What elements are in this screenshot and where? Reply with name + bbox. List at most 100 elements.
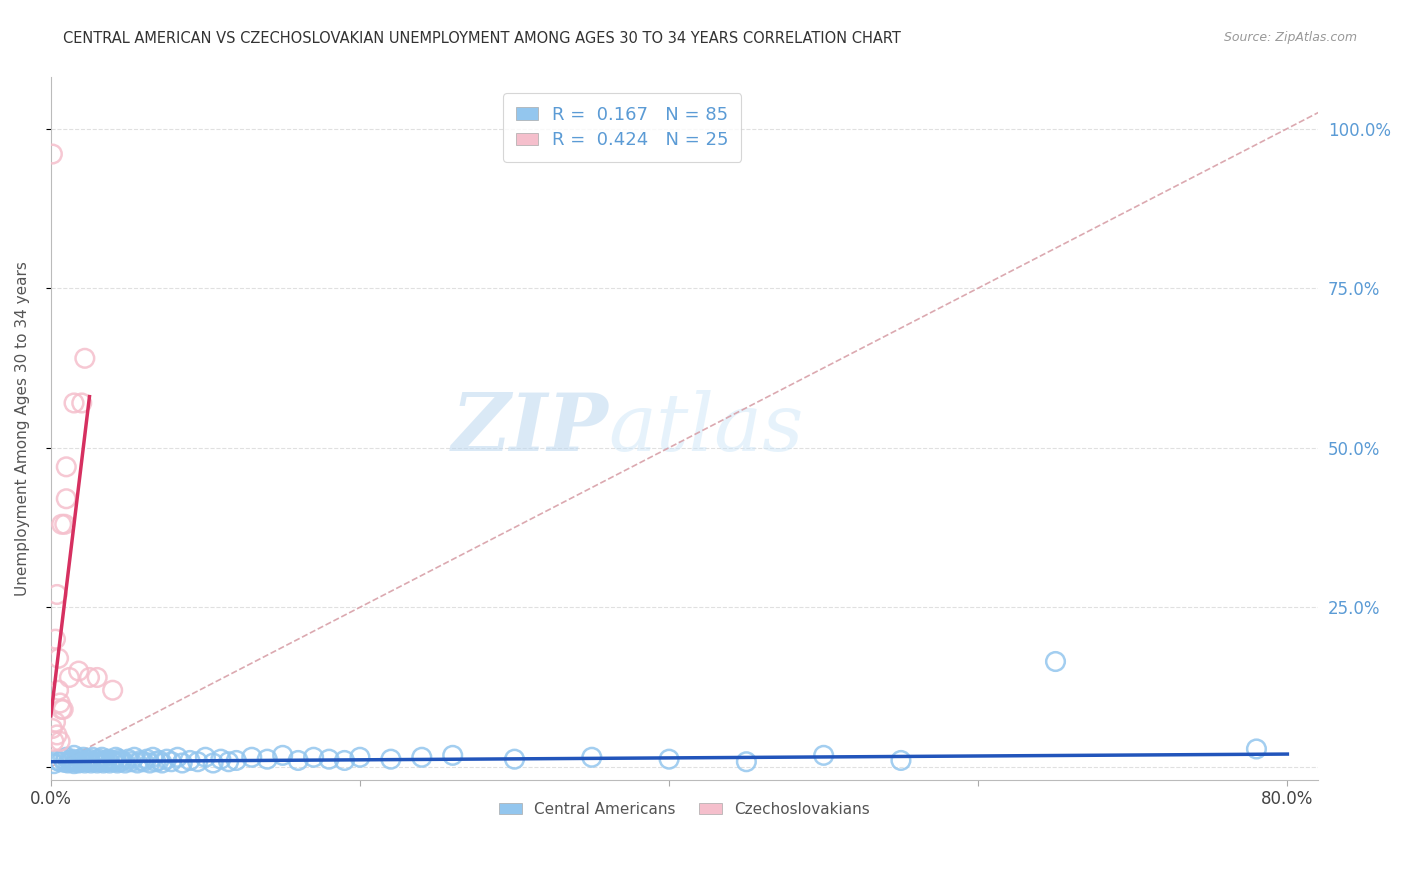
Point (66, 754, 89, 768)
Point (110, 755, 132, 769)
Point (79, 670, 101, 684)
Point (75, 754, 97, 768)
Point (48, 651, 70, 665)
Point (101, 754, 124, 768)
Point (73, 756, 96, 770)
Point (735, 755, 758, 769)
Point (256, 752, 278, 766)
Point (98, 756, 121, 770)
Point (93, 756, 115, 770)
Point (179, 754, 201, 768)
Point (813, 748, 835, 763)
Point (132, 755, 155, 769)
Point (65, 755, 87, 769)
Point (84, 754, 107, 768)
Point (82, 750, 104, 764)
Point (52, 752, 75, 766)
Point (46, 754, 69, 768)
Point (127, 756, 149, 770)
Point (58, 754, 80, 768)
Point (87, 752, 110, 766)
Point (145, 755, 167, 769)
Point (73, 351, 96, 366)
Point (380, 752, 402, 766)
Point (117, 752, 139, 766)
Point (89, 755, 111, 769)
Point (69, 752, 91, 766)
Point (1045, 655, 1067, 669)
Point (135, 752, 157, 766)
Point (890, 754, 912, 768)
Point (148, 754, 170, 768)
Point (72, 750, 94, 764)
Point (67, 664, 90, 678)
Point (166, 750, 188, 764)
Point (150, 756, 173, 770)
Point (55, 491, 77, 506)
Point (46, 587, 69, 601)
Point (658, 752, 681, 766)
Point (302, 750, 325, 764)
Point (41, 147, 63, 161)
Point (129, 754, 152, 768)
Point (101, 683, 124, 698)
Point (59, 755, 82, 769)
Point (124, 750, 146, 764)
Point (42, 734, 65, 748)
Point (287, 754, 309, 768)
Point (70, 755, 93, 769)
Point (62, 752, 84, 766)
Point (108, 752, 131, 766)
Point (63, 748, 86, 763)
Point (67, 756, 90, 770)
Point (53, 756, 76, 770)
Point (240, 750, 263, 764)
Point (41, 722, 63, 736)
Point (49, 734, 72, 748)
Point (83, 755, 105, 769)
Point (51, 517, 73, 532)
Point (44, 632, 66, 647)
Point (90, 750, 112, 764)
Point (441, 748, 464, 763)
Point (194, 750, 217, 764)
Point (86, 756, 108, 770)
Point (333, 754, 356, 768)
Legend: Central Americans, Czechoslovakians: Central Americans, Czechoslovakians (492, 795, 877, 824)
Point (55, 459, 77, 474)
Point (111, 754, 134, 768)
Point (49, 696, 72, 710)
Point (581, 750, 603, 764)
Point (160, 755, 183, 769)
Point (271, 748, 294, 763)
Point (70, 396, 93, 410)
Point (156, 752, 179, 766)
Point (42, 756, 65, 771)
Point (225, 754, 247, 768)
Point (48, 683, 70, 698)
Y-axis label: Unemployment Among Ages 30 to 34 years: Unemployment Among Ages 30 to 34 years (15, 261, 30, 596)
Point (209, 752, 232, 766)
Point (58, 670, 80, 684)
Point (103, 755, 125, 769)
Point (49, 755, 72, 769)
Text: ZIP: ZIP (451, 390, 609, 467)
Point (97, 752, 120, 766)
Text: atlas: atlas (609, 390, 804, 467)
Point (142, 750, 165, 764)
Point (55, 750, 77, 764)
Point (44, 715, 66, 730)
Point (411, 750, 433, 764)
Text: CENTRAL AMERICAN VS CZECHOSLOVAKIAN UNEMPLOYMENT AMONG AGES 30 TO 34 YEARS CORRE: CENTRAL AMERICAN VS CZECHOSLOVAKIAN UNEM… (63, 31, 901, 46)
Point (94, 754, 117, 768)
Point (56, 756, 79, 770)
Point (1246, 742, 1268, 756)
Point (218, 755, 240, 769)
Point (187, 755, 209, 769)
Point (79, 752, 101, 766)
Point (63, 756, 86, 771)
Point (51, 702, 73, 716)
Point (139, 756, 162, 770)
Point (104, 750, 127, 764)
Point (318, 752, 340, 766)
